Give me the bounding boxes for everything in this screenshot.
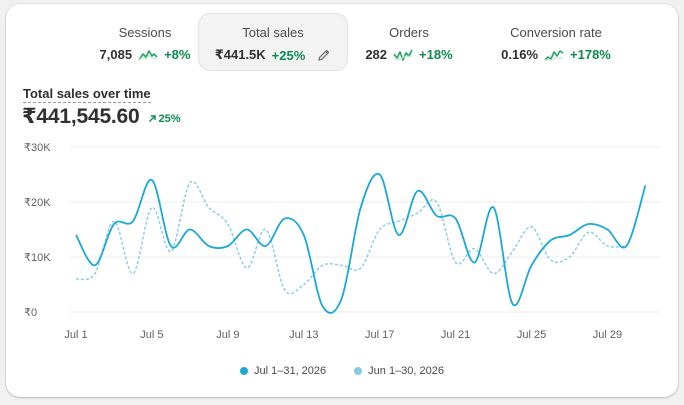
legend-dot-previous (354, 367, 363, 375)
metric-orders[interactable]: Orders 282 +18% (354, 13, 464, 71)
series-line-previous (75, 180, 627, 295)
sparkline-icon (138, 49, 158, 60)
chart-title[interactable]: Total sales over time (23, 86, 151, 103)
y-tick-label: ₹20K (24, 197, 51, 209)
x-tick-label: Jul 21 (441, 329, 470, 341)
sparkline-icon (393, 49, 413, 61)
x-tick-label: Jul 13 (289, 329, 318, 341)
sales-card: Sessions 7,085 +8% Total sales ₹441.5K +… (6, 4, 678, 397)
metric-change: +25% (271, 47, 306, 63)
sales-line-chart: ₹0 ₹10K ₹20K ₹30K Jul 1 Jul 5 Jul 9 Jul 13 Jul 1… (24, 142, 661, 341)
metric-sessions[interactable]: Sessions 7,085 +8% (90, 13, 200, 71)
metric-value: ₹441.5K (214, 47, 266, 62)
legend-item-previous[interactable]: Jun 1–30, 2026 (354, 365, 444, 377)
arrow-up-right-icon (148, 115, 156, 122)
legend-dot-current (239, 367, 248, 375)
series-line-current (75, 172, 647, 314)
metric-value: 282 (365, 47, 388, 62)
metric-label: Conversion rate (510, 25, 602, 40)
total-sales-change: 25% (148, 113, 181, 125)
metric-label: Sessions (118, 25, 172, 40)
metrics-bar: Sessions 7,085 +8% Total sales ₹441.5K +… (6, 4, 678, 74)
chart-legend: Jul 1–31, 2026 Jun 1–30, 2026 (6, 365, 678, 377)
metric-label: Orders (389, 25, 429, 40)
x-tick-label: Jul 5 (140, 329, 163, 341)
y-tick-label: ₹0 (24, 307, 37, 319)
metric-value: 0.16% (501, 47, 539, 62)
x-tick-label: Jul 1 (64, 329, 87, 341)
sparkline-icon (544, 49, 564, 61)
x-tick-label: Jul 9 (216, 329, 239, 341)
metric-change: +18% (419, 47, 453, 62)
x-tick-label: Jul 25 (517, 329, 546, 341)
metric-total-sales[interactable]: Total sales ₹441.5K +25% (198, 13, 348, 71)
legend-label-previous: Jun 1–30, 2026 (368, 365, 445, 377)
y-tick-label: ₹30K (24, 142, 51, 154)
legend-label-current: Jul 1–31, 2026 (253, 365, 327, 377)
metric-change: +8% (164, 47, 191, 62)
y-tick-label: ₹10K (24, 252, 51, 264)
metric-conversion-rate[interactable]: Conversion rate 0.16% +178% (481, 13, 631, 71)
metric-label: Total sales (242, 25, 304, 40)
x-tick-label: Jul 29 (593, 329, 622, 341)
total-sales-value: ₹441,545.60 (22, 105, 140, 128)
x-tick-label: Jul 17 (365, 329, 394, 341)
legend-item-current[interactable]: Jul 1–31, 2026 (239, 365, 327, 377)
pencil-icon[interactable] (317, 48, 331, 62)
metric-value: 7,085 (99, 47, 133, 62)
metric-change: +178% (570, 47, 611, 62)
total-sales-change-label: 25% (158, 112, 181, 125)
